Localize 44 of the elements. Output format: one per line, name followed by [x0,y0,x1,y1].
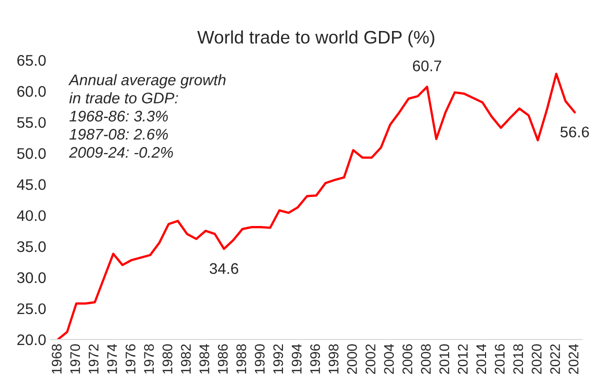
y-tick-label: 30.0 [17,272,46,284]
x-tick-label: 1994 [292,344,302,374]
x-tick-label: 1974 [107,344,117,374]
x-tick-label: 2012 [458,344,468,374]
x-tick-label: 1972 [88,344,99,374]
x-tick-label: 1992 [273,344,284,374]
y-tick-label: 50.0 [17,148,46,159]
x-tick-label: 1970 [70,344,80,374]
x-tick-label: 2016 [494,344,505,374]
y-tick-label: 65.0 [17,55,46,66]
x-tick-label: 1982 [180,344,191,374]
x-tick-label: 1980 [162,344,172,374]
chart-title: World trade to world GDP (%) [197,30,434,48]
x-tick-label: 2022 [550,344,560,374]
x-tick-label: 1978 [144,344,154,374]
x-tick-label: 1998 [328,344,338,374]
x-tick-label: 1986 [218,344,228,374]
x-tick-label: 1988 [236,344,246,374]
x-tick-label: 1990 [254,344,265,374]
y-tick-label: 20.0 [17,334,46,346]
x-tick-label: 2004 [384,344,394,374]
y-tick-label: 40.0 [16,210,46,222]
x-tick-label: 2020 [532,344,542,374]
x-tick-label: 2000 [347,344,357,374]
data-label: 34.6 [210,263,238,274]
x-tick-label: 1996 [310,344,320,374]
annotation: Annual average growth in trade to GDP: 1968-86: 3.3% 1987-08: 2.6% 2009-24: -0.2% [68,74,226,158]
y-tick-label: 35.0 [17,241,46,252]
x-tick-label: 2002 [366,344,376,374]
data-label: 60.7 [412,60,442,72]
x-tick-label: 2010 [439,344,450,374]
x-tick-label: 1984 [199,344,210,374]
y-tick-label: 60.0 [17,86,46,97]
x-tick-label: 2024 [568,344,578,374]
x-tick-label: 2014 [476,344,486,374]
x-tick-label: 2008 [420,344,431,374]
x-tick-label: 2006 [402,344,412,374]
x-tick-label: 2018 [513,344,524,374]
y-tick-label: 25.0 [17,303,46,314]
x-tick-label: 1976 [126,344,136,374]
y-tick-label: 45.0 [16,179,46,190]
y-tick-label: 55.0 [17,117,46,128]
x-tick-label: 1968 [52,344,62,374]
data-label: 56.6 [560,126,589,138]
